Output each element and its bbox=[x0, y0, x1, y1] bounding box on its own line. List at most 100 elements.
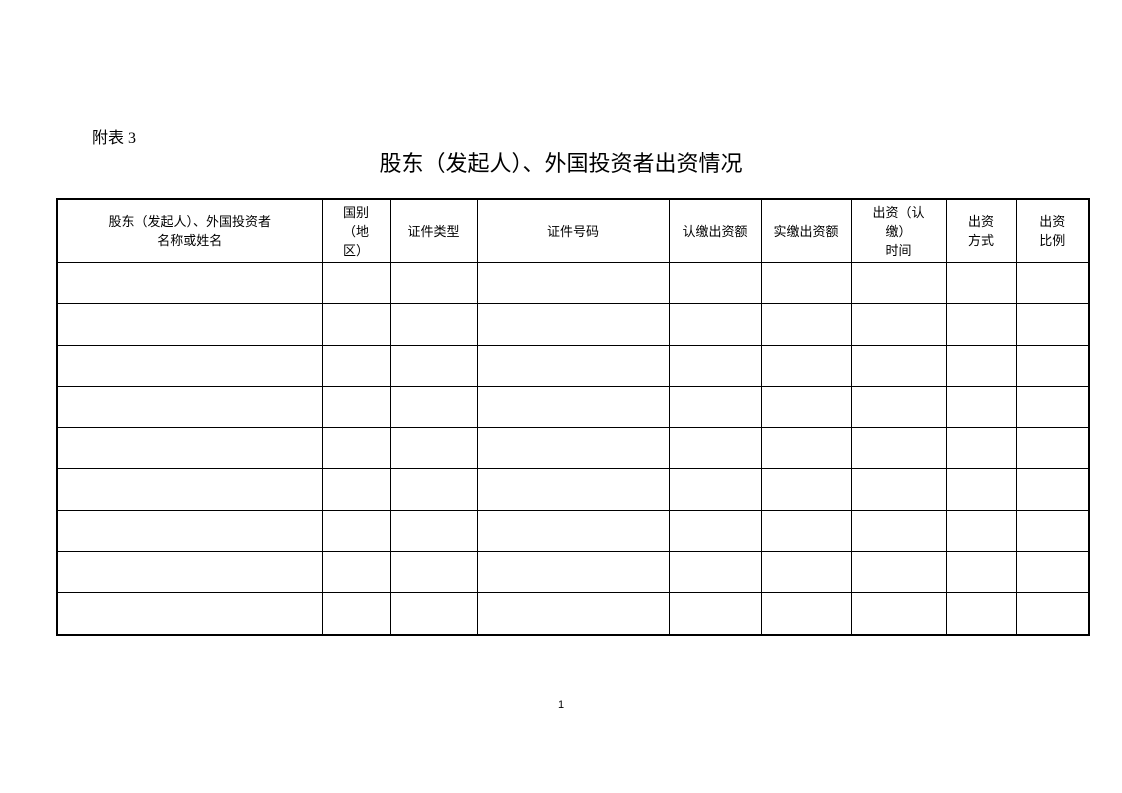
table-cell[interactable] bbox=[476, 385, 670, 429]
column-header: 实缴出资额 bbox=[760, 198, 852, 263]
table-cell[interactable] bbox=[476, 303, 670, 346]
table-cell[interactable] bbox=[668, 509, 762, 553]
table-cell[interactable] bbox=[945, 344, 1017, 387]
table-cell[interactable] bbox=[389, 303, 478, 346]
table-cell[interactable] bbox=[1015, 385, 1090, 429]
column-header: 出资 方式 bbox=[945, 198, 1017, 263]
table-cell[interactable] bbox=[56, 427, 323, 470]
table-cell[interactable] bbox=[389, 468, 478, 511]
table-cell[interactable] bbox=[850, 344, 947, 387]
table-cell[interactable] bbox=[389, 592, 478, 636]
table-cell[interactable] bbox=[945, 385, 1017, 429]
table-row bbox=[56, 592, 1090, 636]
column-header: 认缴出资额 bbox=[668, 198, 762, 263]
table-cell[interactable] bbox=[476, 551, 670, 594]
table-cell[interactable] bbox=[321, 385, 391, 429]
table-cell[interactable] bbox=[56, 385, 323, 429]
table-cell[interactable] bbox=[850, 303, 947, 346]
table-cell[interactable] bbox=[850, 509, 947, 553]
table-cell[interactable] bbox=[760, 592, 852, 636]
table-cell[interactable] bbox=[56, 468, 323, 511]
table-cell[interactable] bbox=[1015, 551, 1090, 594]
column-header: 证件号码 bbox=[476, 198, 670, 263]
table-cell[interactable] bbox=[945, 509, 1017, 553]
table-cell[interactable] bbox=[56, 261, 323, 305]
table-cell[interactable] bbox=[321, 468, 391, 511]
table-cell[interactable] bbox=[668, 385, 762, 429]
table-cell[interactable] bbox=[476, 592, 670, 636]
table-cell[interactable] bbox=[321, 303, 391, 346]
table-cell[interactable] bbox=[389, 261, 478, 305]
table-cell[interactable] bbox=[321, 509, 391, 553]
table-cell[interactable] bbox=[945, 468, 1017, 511]
table-cell[interactable] bbox=[1015, 592, 1090, 636]
table-cell[interactable] bbox=[476, 509, 670, 553]
table-cell[interactable] bbox=[850, 592, 947, 636]
table-cell[interactable] bbox=[56, 551, 323, 594]
table-cell[interactable] bbox=[850, 385, 947, 429]
table-cell[interactable] bbox=[668, 427, 762, 470]
table-cell[interactable] bbox=[1015, 261, 1090, 305]
table-row bbox=[56, 427, 1090, 470]
table-cell[interactable] bbox=[476, 468, 670, 511]
table-row bbox=[56, 468, 1090, 511]
table-cell[interactable] bbox=[389, 509, 478, 553]
table-cell[interactable] bbox=[389, 344, 478, 387]
table-cell[interactable] bbox=[668, 468, 762, 511]
page-number: 1 bbox=[557, 699, 565, 711]
table-row bbox=[56, 551, 1090, 594]
table-cell[interactable] bbox=[668, 261, 762, 305]
table-cell[interactable] bbox=[476, 344, 670, 387]
shareholder-contribution-table: 股东（发起人）、外国投资者 名称或姓名 国别 （地 区） 证件类型 证件号码 认缴出资额… bbox=[56, 198, 1090, 636]
table-cell[interactable] bbox=[850, 468, 947, 511]
table-cell[interactable] bbox=[1015, 509, 1090, 553]
table-cell[interactable] bbox=[760, 344, 852, 387]
page-title: 股东（发起人）、外国投资者出资情况 bbox=[379, 151, 743, 176]
table-cell[interactable] bbox=[945, 261, 1017, 305]
column-header: 国别 （地 区） bbox=[321, 198, 391, 263]
table-cell[interactable] bbox=[321, 344, 391, 387]
table-cell[interactable] bbox=[56, 592, 323, 636]
table-cell[interactable] bbox=[760, 468, 852, 511]
table-cell[interactable] bbox=[760, 261, 852, 305]
table-cell[interactable] bbox=[850, 551, 947, 594]
table-cell[interactable] bbox=[476, 261, 670, 305]
table-cell[interactable] bbox=[668, 551, 762, 594]
table-cell[interactable] bbox=[945, 592, 1017, 636]
table-cell[interactable] bbox=[389, 385, 478, 429]
table-cell[interactable] bbox=[850, 261, 947, 305]
table-cell[interactable] bbox=[760, 385, 852, 429]
table-cell[interactable] bbox=[668, 303, 762, 346]
column-header: 股东（发起人）、外国投资者 名称或姓名 bbox=[56, 198, 323, 263]
table-cell[interactable] bbox=[945, 551, 1017, 594]
table-cell[interactable] bbox=[1015, 468, 1090, 511]
table-cell[interactable] bbox=[668, 344, 762, 387]
table-cell[interactable] bbox=[760, 303, 852, 346]
table-cell[interactable] bbox=[321, 592, 391, 636]
table-cell[interactable] bbox=[760, 509, 852, 553]
column-header: 出资 比例 bbox=[1015, 198, 1090, 263]
table-cell[interactable] bbox=[56, 509, 323, 553]
table-row bbox=[56, 509, 1090, 553]
table-header-row: 股东（发起人）、外国投资者 名称或姓名 国别 （地 区） 证件类型 证件号码 认缴出资额… bbox=[56, 198, 1090, 263]
table-cell[interactable] bbox=[1015, 344, 1090, 387]
table-cell[interactable] bbox=[389, 427, 478, 470]
table-row bbox=[56, 303, 1090, 346]
table-cell[interactable] bbox=[760, 551, 852, 594]
table-cell[interactable] bbox=[389, 551, 478, 594]
table-cell[interactable] bbox=[668, 592, 762, 636]
table-cell[interactable] bbox=[321, 427, 391, 470]
table-cell[interactable] bbox=[760, 427, 852, 470]
table-cell[interactable] bbox=[945, 303, 1017, 346]
column-header: 出资（认 缴） 时间 bbox=[850, 198, 947, 263]
table-cell[interactable] bbox=[321, 261, 391, 305]
table-cell[interactable] bbox=[56, 344, 323, 387]
table-cell[interactable] bbox=[321, 551, 391, 594]
table-cell[interactable] bbox=[850, 427, 947, 470]
table-cell[interactable] bbox=[1015, 427, 1090, 470]
table-cell[interactable] bbox=[56, 303, 323, 346]
table-cell[interactable] bbox=[476, 427, 670, 470]
table-cell[interactable] bbox=[945, 427, 1017, 470]
appendix-label: 附表 3 bbox=[92, 130, 137, 147]
table-cell[interactable] bbox=[1015, 303, 1090, 346]
